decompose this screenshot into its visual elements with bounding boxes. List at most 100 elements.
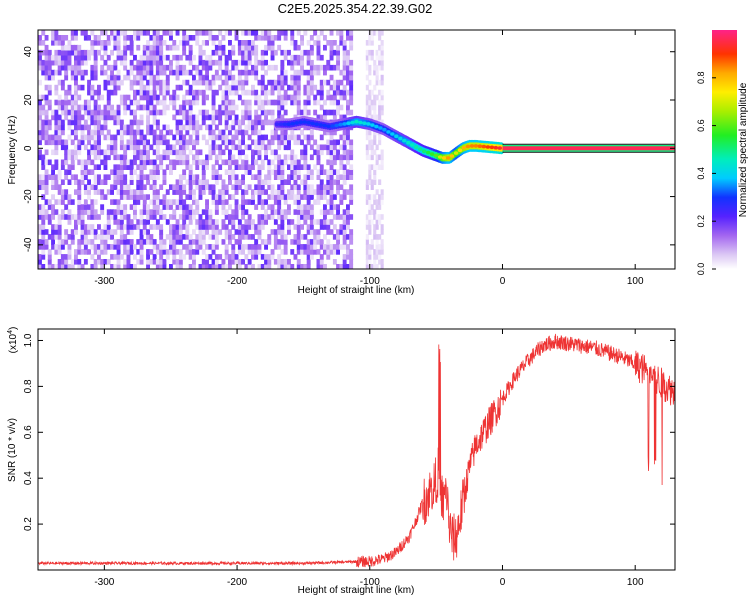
spectrogram-cell — [119, 219, 124, 225]
spectrogram-cell — [198, 79, 203, 86]
spectrogram-cell — [198, 44, 203, 51]
spectrogram-cell — [178, 199, 183, 205]
spectrogram-cell — [264, 219, 268, 225]
spectrogram-cell — [192, 209, 196, 215]
spectrogram-cell — [296, 89, 301, 96]
spectrogram-cell — [293, 224, 298, 230]
spectrogram-cell — [228, 69, 232, 76]
spectrogram-cell — [133, 199, 137, 205]
spectrogram-cell — [368, 249, 372, 255]
spectrogram-cell — [254, 149, 259, 156]
spectrogram-cell — [254, 244, 259, 250]
spectrogram-cell — [129, 49, 134, 56]
spectrogram-cell — [296, 84, 301, 91]
spectrogram-cell — [244, 104, 249, 111]
spectrogram-cell — [185, 249, 190, 255]
spectrogram-cell — [182, 99, 187, 106]
spectrogram-cell — [346, 169, 350, 175]
spectrogram-cell — [97, 144, 101, 151]
spectrogram-cell — [205, 259, 209, 265]
spectrogram-cell — [103, 104, 108, 111]
spectrogram-cell — [300, 234, 304, 240]
spectrogram-cell — [273, 169, 278, 175]
spectrogram-cell — [162, 79, 167, 86]
spectrogram-cell — [323, 99, 327, 106]
spectrogram-cell — [241, 164, 245, 170]
spectrogram-cell — [149, 59, 154, 66]
spectrogram-cell — [41, 214, 46, 220]
spectrogram-cell — [254, 144, 259, 151]
spectrogram-cell — [54, 264, 59, 269]
spectrogram-cell — [251, 174, 255, 180]
spectrogram-cell — [319, 239, 324, 245]
spectrogram-cell — [70, 99, 75, 106]
spectrogram-cell — [254, 139, 259, 146]
spectrogram-cell — [228, 74, 232, 81]
spectrogram-cell — [211, 104, 216, 111]
spectrogram-cell — [368, 114, 372, 121]
spectrogram-cell — [126, 249, 131, 255]
spectrogram-signal-track — [273, 115, 505, 164]
spectrogram-cell — [208, 64, 213, 71]
spectrogram-cell — [129, 239, 134, 245]
spectrogram-cell — [188, 114, 193, 121]
spectrogram-cell — [380, 64, 384, 71]
spectrogram-cell — [254, 189, 259, 195]
spectrogram-x-ticks: -300 -200 -100 0 100 — [94, 30, 644, 287]
spectrogram-cell — [152, 239, 157, 245]
spectrogram-cell — [280, 64, 285, 71]
spectrogram-cell — [64, 54, 69, 61]
spectrogram-cell — [257, 144, 262, 151]
spectrogram-cell — [57, 239, 62, 245]
spectrogram-cell — [100, 194, 105, 200]
spectrogram-cell — [116, 74, 121, 81]
spectrogram-cell — [349, 249, 354, 255]
spectrogram-cell — [205, 64, 209, 71]
spectrogram-cell — [221, 79, 226, 86]
spectrogram-cell — [309, 224, 314, 230]
spectrogram-cell — [293, 209, 298, 215]
spectrogram-cell — [83, 239, 88, 245]
spectrogram-cell — [162, 104, 167, 111]
spectrogram-cell — [287, 59, 291, 66]
spectrogram-cell — [106, 149, 111, 156]
spectrogram-cell — [51, 109, 55, 116]
spectrogram-cell — [244, 64, 249, 71]
spectrogram-cell — [373, 139, 377, 146]
spectrogram-cell — [218, 84, 223, 91]
spectrogram-cell — [346, 35, 350, 41]
spectrogram-cell — [146, 40, 150, 46]
spectrogram-cell — [195, 149, 200, 156]
spectrogram-cell — [139, 69, 144, 76]
spectrogram-cell — [165, 89, 170, 96]
spectrogram-cell — [244, 244, 249, 250]
spectrogram-cell — [244, 40, 249, 46]
spectrogram-cell — [123, 59, 128, 66]
spectrogram-cell — [83, 199, 88, 205]
spectrogram-cell — [260, 124, 265, 131]
spectrogram-cell — [74, 154, 78, 161]
spectrogram-cell — [90, 209, 95, 215]
spectrogram-cell — [83, 54, 88, 61]
spectrogram-cell — [64, 154, 69, 161]
spectrogram-cell — [303, 134, 308, 141]
spectrogram-cell — [113, 139, 118, 146]
spectrogram-cell — [103, 49, 108, 56]
spectrogram-cell — [133, 189, 137, 195]
spectrogram-cell — [319, 164, 324, 170]
spectrogram-cell — [83, 69, 88, 76]
spectrogram-cell — [172, 134, 177, 141]
spectrogram-cell — [332, 214, 337, 220]
spectrogram-cell — [129, 169, 134, 175]
spectrogram-cell — [155, 79, 160, 86]
spectrogram-cell — [208, 219, 213, 225]
spectrogram-cell — [237, 84, 242, 91]
spectrogram-cell — [149, 99, 154, 106]
spectrogram-cell — [123, 179, 128, 185]
spectrogram-cell — [74, 109, 78, 116]
spectrogram-cell — [142, 54, 147, 61]
spectrogram-cell — [342, 69, 347, 76]
spectrogram-cell — [254, 54, 259, 61]
spectrogram-cell — [172, 69, 177, 76]
spectrogram-cell — [349, 64, 354, 71]
